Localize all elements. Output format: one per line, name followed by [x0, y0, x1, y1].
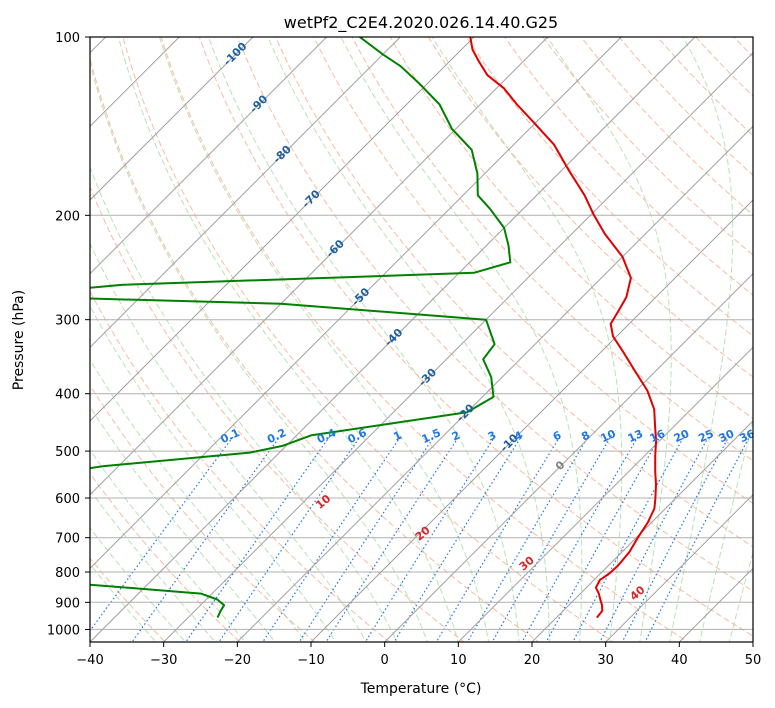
- moist-adiabat-line: [90, 489, 216, 642]
- mixing-ratio-line: [572, 434, 686, 642]
- mixing-ratio-line: [644, 434, 751, 642]
- x-tick-label: 50: [745, 653, 762, 668]
- mixing-ratio-line: [131, 434, 282, 642]
- y-tick-label: 100: [55, 31, 80, 46]
- moist-adiabat-line: [90, 165, 398, 642]
- dry-adiabat-line: [351, 37, 753, 462]
- mixing-ratio-line: [218, 434, 362, 642]
- mixing-ratio-line: [393, 434, 523, 642]
- y-tick-label: 900: [55, 596, 80, 611]
- isotherm-line: [236, 125, 753, 642]
- dry-adiabat-line: [236, 37, 753, 592]
- isotherm-line: [90, 37, 696, 642]
- x-tick-label: 30: [597, 653, 614, 668]
- moist-adiabat-line: [208, 37, 520, 642]
- isotherm-line: [384, 272, 753, 642]
- dry-adiabat-line: [504, 37, 753, 296]
- isotherm-line: [90, 37, 475, 422]
- x-tick-label: −10: [297, 653, 324, 668]
- mixing-ratio-line: [521, 434, 640, 642]
- isotherm-line: [90, 37, 549, 496]
- y-tick-label: 200: [55, 209, 80, 224]
- mixing-ratio-line: [90, 434, 235, 632]
- moist-adiabat-line: [669, 37, 734, 642]
- temperature-profile-line: [469, 37, 658, 619]
- isotherm-line: [310, 199, 753, 642]
- y-tick-label: 700: [55, 532, 80, 547]
- y-tick-label: 500: [55, 445, 80, 460]
- mixing-ratio-line: [185, 434, 332, 642]
- mixing-ratio-lines: [90, 434, 751, 642]
- mixing-ratio-line: [545, 434, 662, 642]
- moist-adiabat-line: [90, 449, 246, 642]
- mixing-ratio-label: 13: [626, 427, 645, 445]
- dry-adiabat-line: [90, 472, 241, 642]
- isotherm-line: [531, 420, 753, 642]
- dry-adiabat-line: [275, 37, 753, 548]
- y-tick-label: 600: [55, 492, 80, 507]
- isotherm-line: [163, 51, 753, 642]
- mixing-ratio-line: [599, 434, 710, 642]
- x-tick-label: 0: [381, 653, 389, 668]
- dry-adiabat-line: [90, 56, 540, 642]
- isotherm-line: [90, 37, 401, 349]
- isotherms: [90, 37, 753, 642]
- dry-adiabat-line: [90, 384, 316, 642]
- isotherm-line: [90, 37, 254, 201]
- dry-adiabat-line: [198, 37, 753, 637]
- dry-adiabat-line: [90, 185, 465, 642]
- plot-frame: [89, 36, 754, 643]
- x-tick-label: −30: [150, 653, 177, 668]
- x-tick-label: 20: [524, 653, 541, 668]
- mixing-ratio-line: [325, 434, 461, 642]
- x-tick-label: 10: [450, 653, 467, 668]
- isotherm-line: [90, 37, 328, 275]
- isotherm-line: [90, 37, 622, 570]
- mixing-ratio-label: 30: [717, 427, 737, 445]
- y-axis-title: Pressure (hPa): [11, 290, 27, 390]
- plot-area: -100-90-80-70-60-50-40-30-20-10010203040…: [90, 37, 758, 642]
- mixing-ratio-line: [364, 434, 497, 642]
- dry-adiabat-line: [122, 37, 615, 642]
- dry-adiabat-line: [313, 37, 753, 504]
- moist-adiabat-line: [90, 358, 306, 642]
- isotherm-line: [457, 346, 753, 642]
- mixing-ratio-label: 36: [738, 427, 758, 445]
- mixing-ratio-line: [435, 434, 562, 642]
- moist-adiabat-line: [90, 405, 276, 642]
- dry-adiabats: [90, 37, 753, 642]
- x-axis: −40 −30 −20 −10 0 10 20 30 40 50: [76, 642, 761, 668]
- x-tick-label: −20: [224, 653, 251, 668]
- dry-adiabat-line: [542, 37, 753, 256]
- mixing-ratio-label: 10: [599, 427, 619, 445]
- dry-adiabat-line: [465, 37, 753, 337]
- dry-adiabat-line: [427, 37, 753, 378]
- dry-adiabat-line: [580, 37, 753, 216]
- pressure-gridlines: [90, 37, 753, 630]
- y-tick-label: 1000: [47, 623, 80, 638]
- dry-adiabat-line: [160, 37, 690, 642]
- chart-title: wetPf2_C2E4.2020.026.14.40.G25: [284, 13, 558, 33]
- mixing-ratio-label: 20: [672, 427, 692, 445]
- x-tick-label: 40: [671, 653, 688, 668]
- x-tick-label: −40: [76, 653, 103, 668]
- mixing-ratio-label: 16: [648, 427, 668, 445]
- y-tick-label: 300: [55, 314, 80, 329]
- y-tick-label: 400: [55, 388, 80, 403]
- y-axis: 100 200 300 400 500 600 700 800 900 1000: [47, 31, 90, 638]
- isotherm-line: [605, 493, 753, 642]
- dewpoint-profile-line: [90, 37, 512, 619]
- moist-adiabat-line: [90, 305, 337, 642]
- mixing-ratio-label: 25: [696, 427, 715, 445]
- x-axis-title: Temperature (°C): [360, 681, 482, 697]
- dry-adiabat-line: [389, 37, 753, 420]
- profiles: [90, 37, 658, 619]
- moist-adiabat-line: [90, 563, 157, 642]
- moist-adiabat-line: [90, 242, 367, 642]
- y-tick-label: 800: [55, 566, 80, 581]
- mixing-ratio-line: [621, 434, 731, 642]
